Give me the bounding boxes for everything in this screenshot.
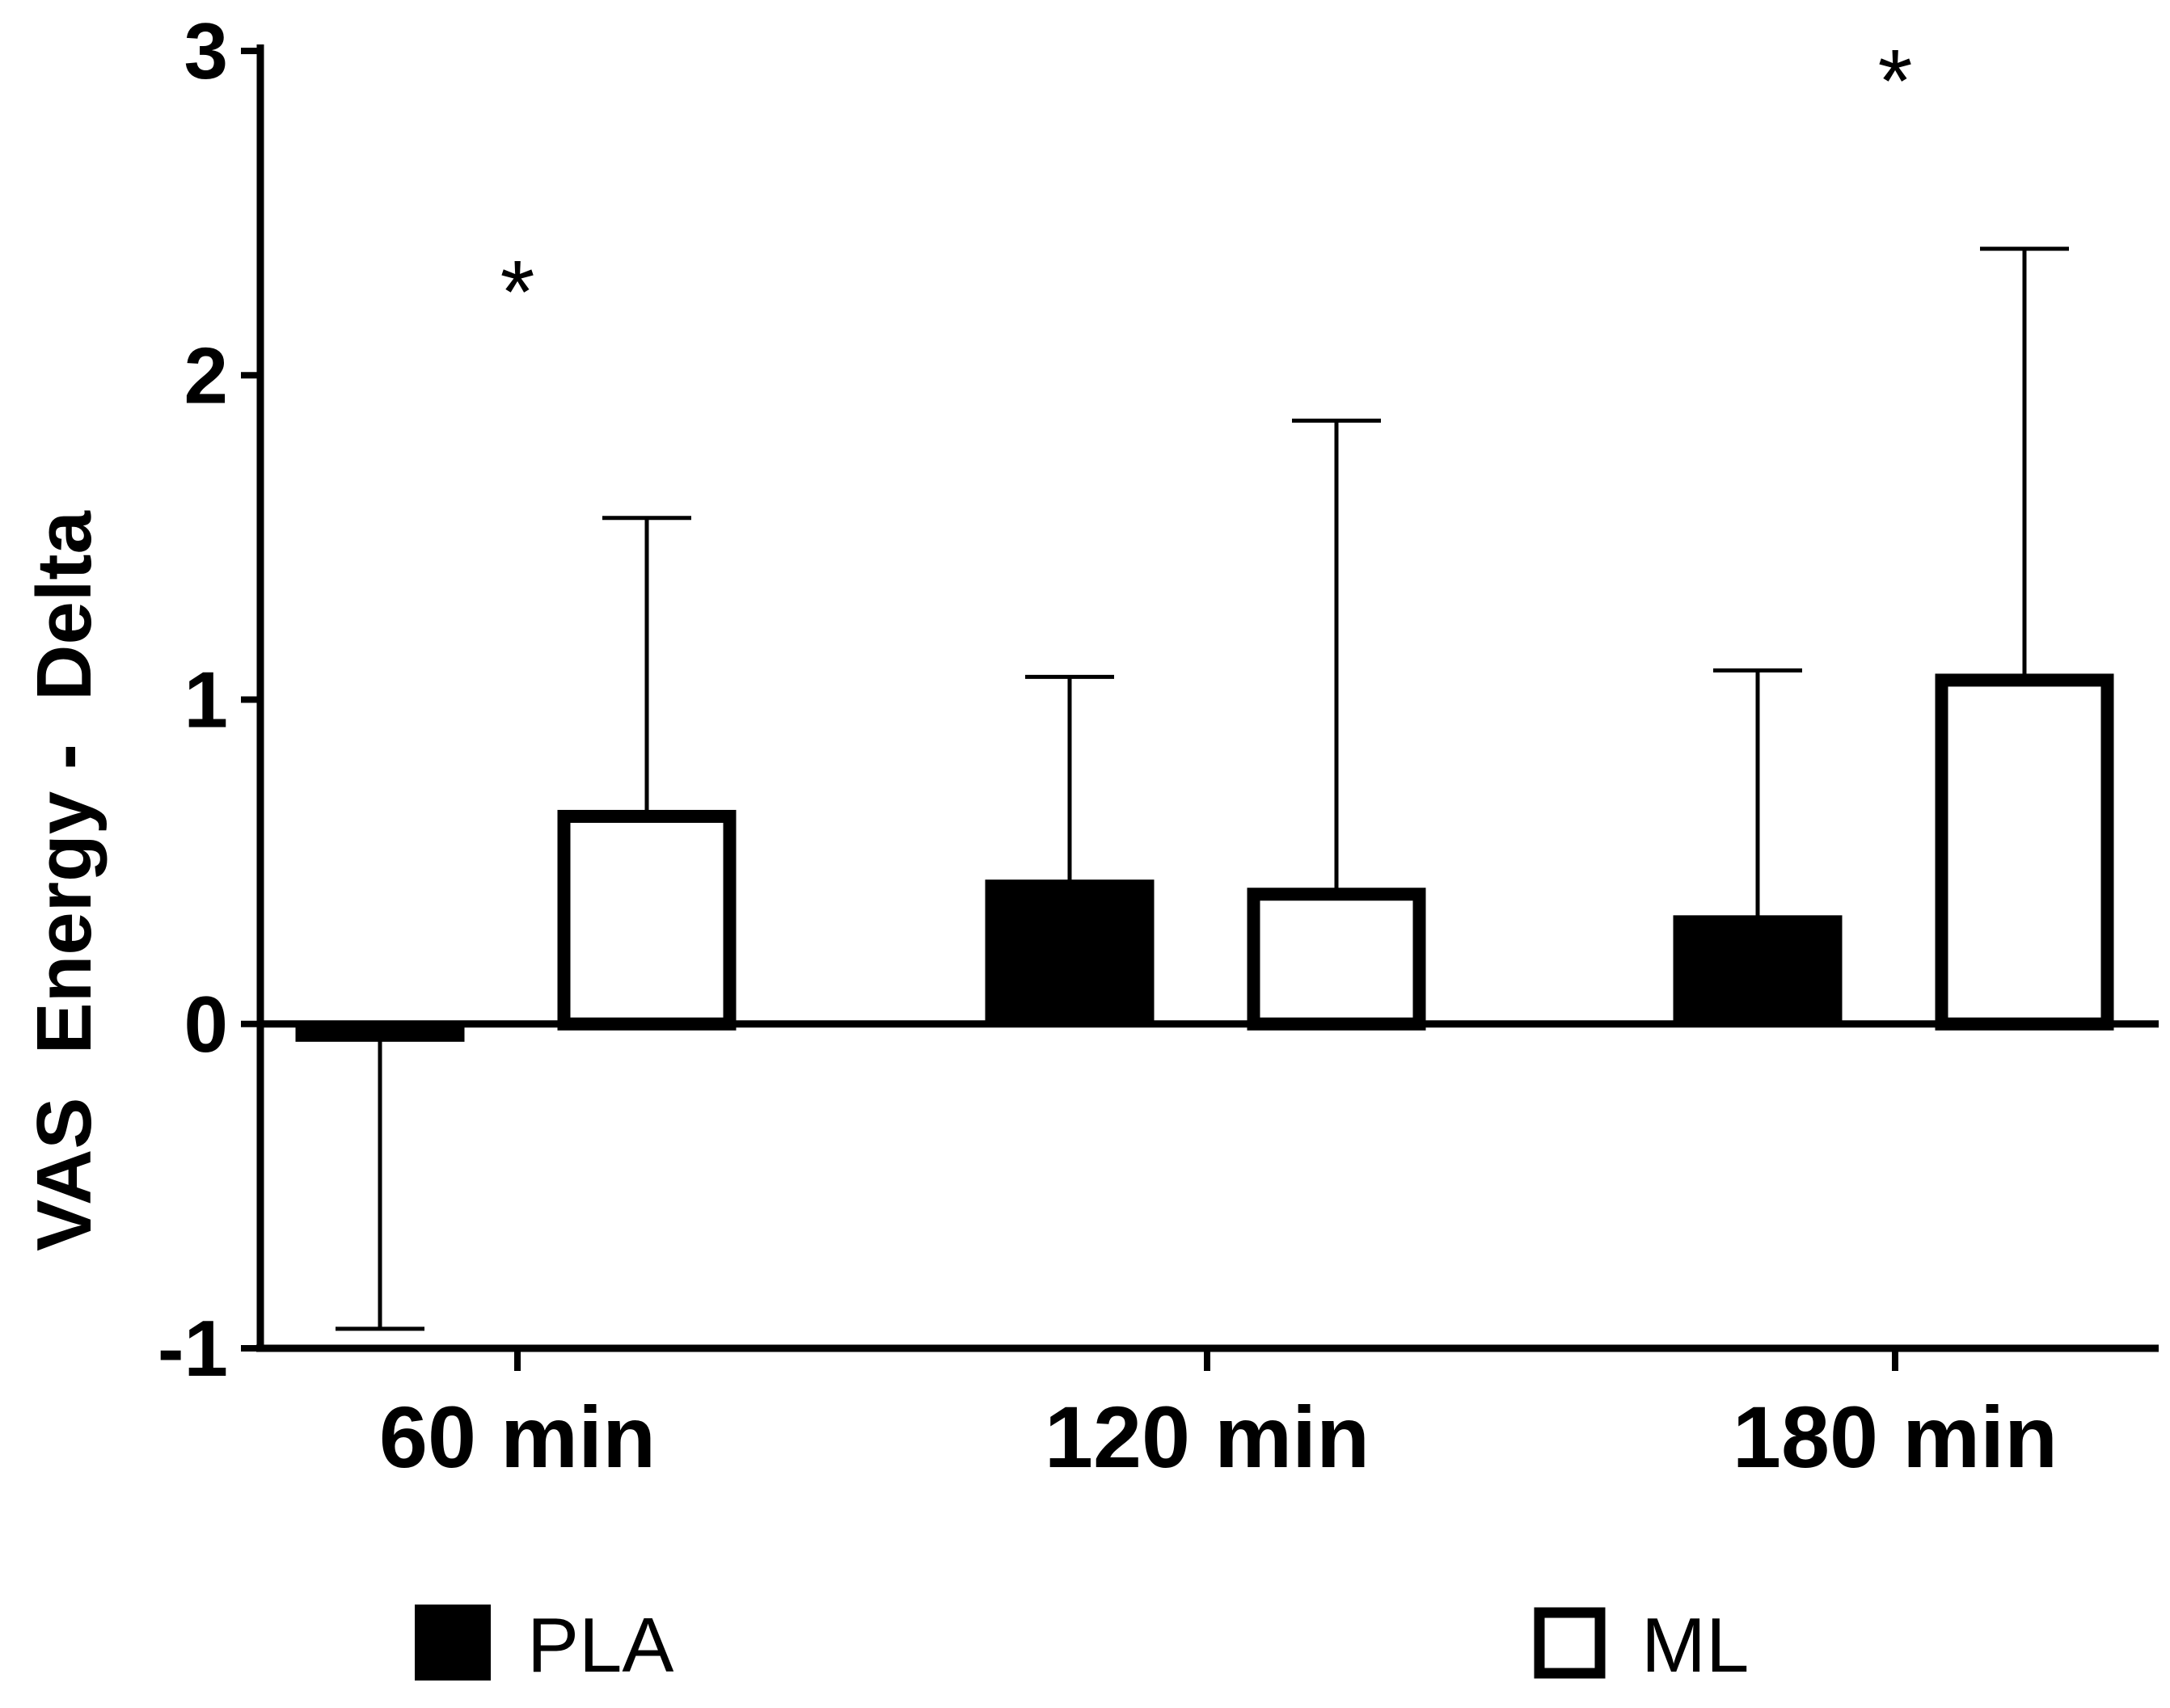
y-tick-label: 0	[184, 980, 228, 1069]
bars	[295, 247, 2114, 1331]
y-tick-label: 1	[184, 656, 228, 744]
legend-swatch-ml	[1534, 1607, 1606, 1679]
annotations: **	[500, 32, 1913, 342]
axes	[256, 44, 2159, 1352]
bar-pla	[1673, 915, 1843, 1026]
x-ticks: 60 min 120 min 180 min	[379, 1348, 2058, 1486]
legend-label-ml: ML	[1641, 1602, 1749, 1689]
y-tick-label: -1	[158, 1304, 228, 1393]
y-tick-label: 2	[184, 331, 228, 420]
bar-pla	[985, 879, 1155, 1026]
bar-ml	[557, 809, 737, 1031]
y-ticks: -1 0 1 2 3	[158, 6, 260, 1393]
bar-ml	[1935, 673, 2114, 1031]
legend-swatch-pla	[415, 1605, 491, 1681]
significance-star: *	[500, 242, 535, 342]
legend-label-pla: PLA	[527, 1602, 673, 1689]
x-tick-label: 60 min	[379, 1388, 656, 1486]
y-tick-label: 3	[184, 6, 228, 95]
y-axis-label: VAS Energy - Delta	[21, 510, 108, 1250]
significance-star: *	[1878, 32, 1913, 131]
legend: PLA ML	[415, 1602, 1749, 1689]
x-tick-label: 120 min	[1045, 1388, 1370, 1486]
x-tick-label: 180 min	[1733, 1388, 2058, 1486]
bar-ml	[1247, 888, 1426, 1031]
